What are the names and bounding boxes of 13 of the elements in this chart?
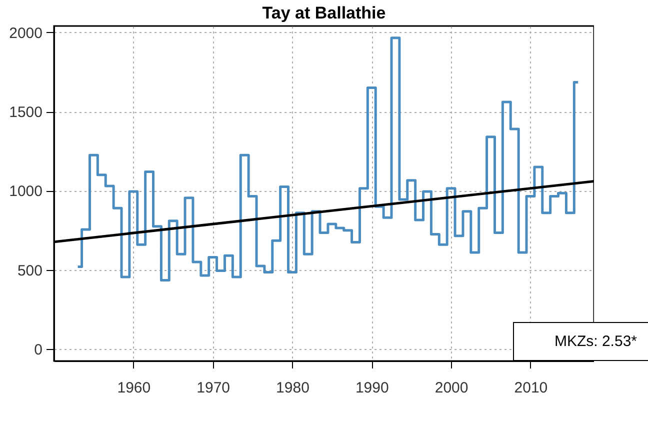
y-tick-label: 1000 <box>9 183 42 200</box>
x-tick-label: 1990 <box>355 380 389 396</box>
x-tick-label: 1980 <box>276 380 310 396</box>
text-box: MKZs: 2.53* <box>513 322 648 361</box>
y-tick-label: 0 <box>34 342 42 359</box>
x-tick-label: 1960 <box>117 380 151 396</box>
x-tick-label: 1970 <box>196 380 230 396</box>
chart-title: Tay at Ballathie <box>262 3 386 22</box>
x-tick-label: 2000 <box>434 380 468 396</box>
y-tick-label: 500 <box>17 262 42 280</box>
x-tick-label: 2010 <box>514 380 548 396</box>
y-tick-label: 1500 <box>9 104 42 122</box>
y-tick-label: 2000 <box>9 24 42 42</box>
